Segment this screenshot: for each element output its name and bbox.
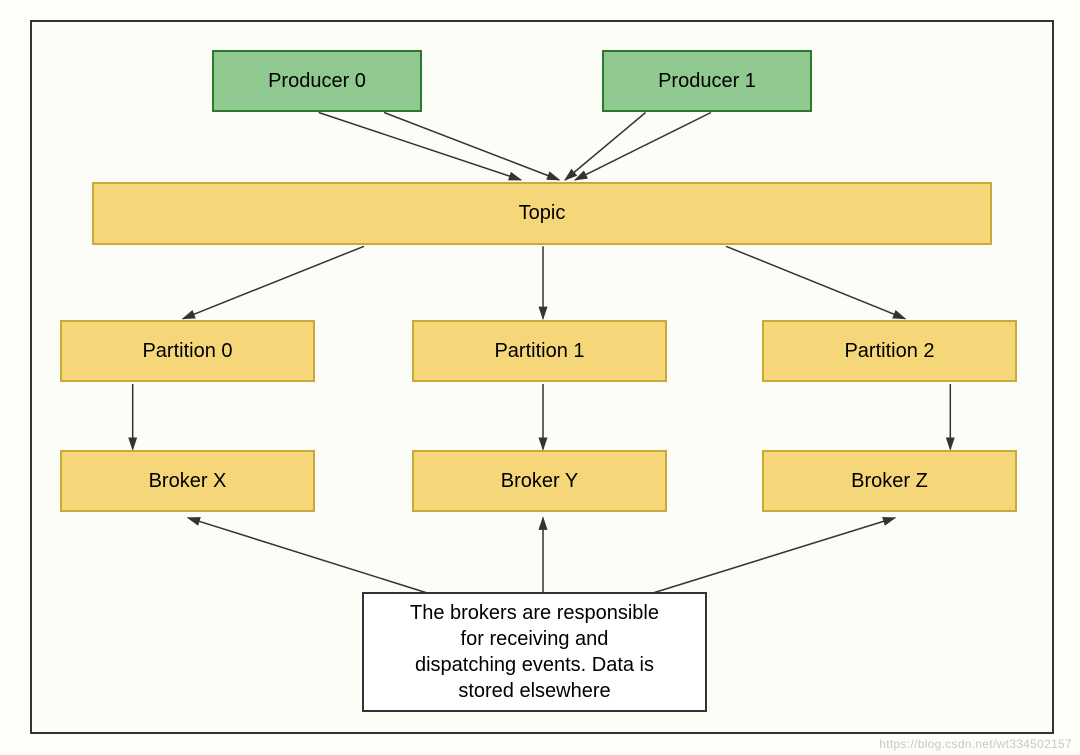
- partition-1-label: Partition 1: [494, 340, 584, 363]
- partition-2-label: Partition 2: [844, 340, 934, 363]
- partition-1-box: Partition 1: [412, 320, 667, 382]
- partition-0-label: Partition 0: [142, 340, 232, 363]
- broker-z-box: Broker Z: [762, 450, 1017, 512]
- broker-y-box: Broker Y: [412, 450, 667, 512]
- broker-z-label: Broker Z: [851, 470, 928, 493]
- producer-0-label: Producer 0: [268, 70, 366, 93]
- producer-1-label: Producer 1: [658, 70, 756, 93]
- watermark-text: https://blog.csdn.net/wt334502157: [879, 737, 1072, 751]
- broker-y-label: Broker Y: [501, 470, 578, 493]
- partition-0-box: Partition 0: [60, 320, 315, 382]
- note-label: The brokers are responsible for receivin…: [410, 600, 659, 704]
- note-box: The brokers are responsible for receivin…: [362, 592, 707, 712]
- partition-2-box: Partition 2: [762, 320, 1017, 382]
- producer-0-box: Producer 0: [212, 50, 422, 112]
- outer-container: Producer 0 Producer 1 Topic Partition 0 …: [0, 0, 1080, 755]
- broker-x-box: Broker X: [60, 450, 315, 512]
- topic-box: Topic: [92, 182, 992, 245]
- diagram-frame: Producer 0 Producer 1 Topic Partition 0 …: [30, 20, 1054, 734]
- topic-label: Topic: [519, 202, 566, 225]
- broker-x-label: Broker X: [149, 470, 227, 493]
- producer-1-box: Producer 1: [602, 50, 812, 112]
